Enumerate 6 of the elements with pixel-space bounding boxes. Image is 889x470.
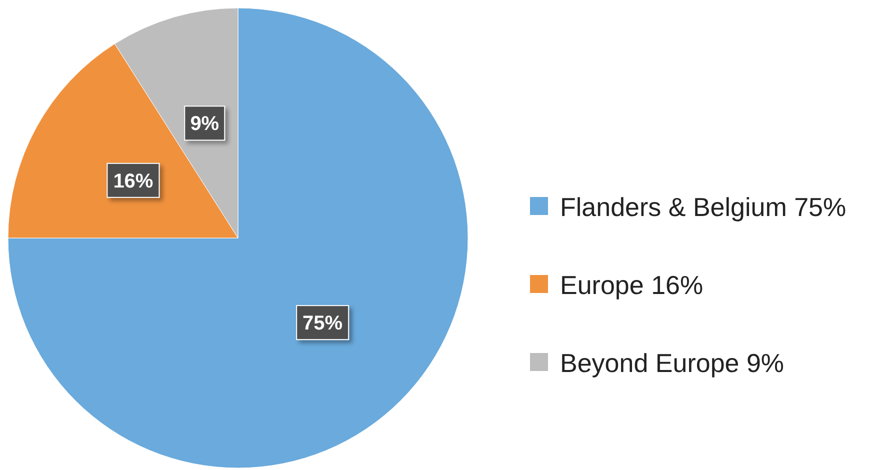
data-label: 9% <box>190 113 220 136</box>
data-label: 75% <box>302 312 343 335</box>
legend-label: Beyond Europe 9% <box>560 348 784 378</box>
legend-label: Flanders & Belgium 75% <box>560 192 846 222</box>
legend-label: Europe 16% <box>560 270 704 300</box>
data-label: 16% <box>113 170 154 192</box>
